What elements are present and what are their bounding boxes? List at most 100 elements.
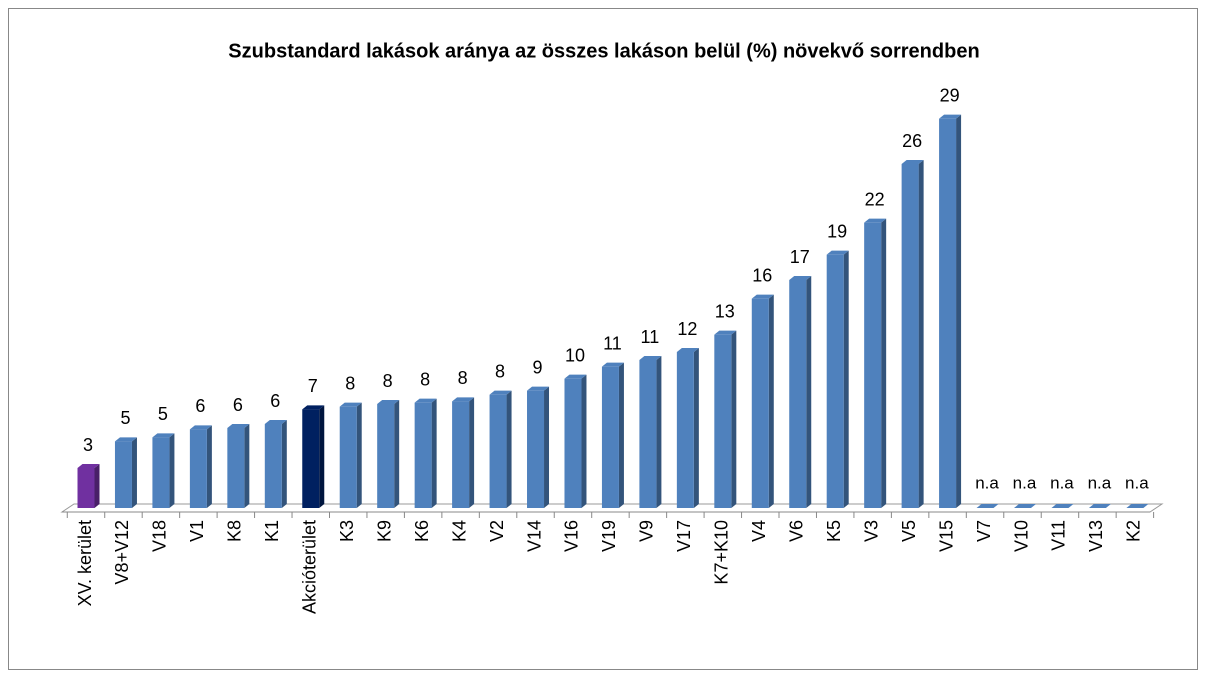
x-tick-label: V2 (487, 520, 507, 542)
bar (377, 400, 400, 508)
bar-side (656, 356, 662, 508)
bar-front (377, 404, 395, 508)
value-label: 12 (677, 319, 697, 339)
x-tick-label: V11 (1049, 520, 1069, 551)
bar (339, 402, 362, 508)
chart-border (8, 8, 1198, 670)
value-label: 5 (120, 408, 130, 428)
bar-top (339, 402, 362, 407)
value-label: 8 (495, 361, 505, 381)
bar (414, 398, 437, 508)
bar-top (264, 420, 287, 424)
value-label: 6 (270, 391, 280, 411)
x-tick-label: V14 (524, 520, 544, 552)
value-label: 8 (345, 373, 355, 393)
x-tick-label: K4 (449, 520, 469, 542)
bar-front (527, 390, 545, 508)
bar-side (506, 390, 512, 508)
bar-side (618, 362, 624, 508)
bar (601, 362, 624, 508)
bar-top (114, 437, 137, 442)
empty-bar (1014, 504, 1036, 508)
x-tick-label: K2 (1124, 520, 1144, 542)
bar (714, 330, 737, 508)
bar-side (94, 464, 100, 508)
x-tick-label: V15 (936, 520, 956, 552)
bar (751, 294, 774, 508)
bar (489, 390, 512, 508)
bar-side (768, 294, 774, 508)
bar-front (564, 378, 582, 508)
bar-front (302, 409, 320, 508)
value-label: 29 (940, 85, 960, 105)
bar-top (302, 405, 325, 410)
value-label: 26 (902, 131, 922, 151)
bar-top (452, 397, 475, 402)
x-tick-label: V6 (786, 520, 806, 542)
bar-top (564, 374, 587, 379)
bar-side (956, 114, 962, 509)
bar-front (901, 164, 919, 508)
bar-top (864, 218, 887, 223)
value-label: 10 (565, 345, 585, 365)
value-label: 11 (603, 333, 622, 353)
value-label: 6 (233, 395, 243, 415)
x-tick-label: V9 (637, 520, 657, 542)
bar-top (377, 400, 400, 404)
x-tick-label: V10 (1011, 520, 1031, 552)
x-tick-label: V17 (674, 520, 694, 552)
x-tick-label: K6 (412, 520, 432, 542)
x-tick-label: V7 (974, 520, 994, 542)
bar-top (601, 362, 624, 367)
value-label: 8 (383, 371, 393, 391)
value-label: 19 (827, 221, 847, 241)
value-label: n.a (1013, 473, 1037, 492)
value-label: 7 (308, 376, 318, 396)
x-tick-label: XV. kerület (75, 520, 95, 606)
bar-side (394, 400, 400, 508)
bar (302, 405, 325, 508)
bar-side (581, 374, 587, 508)
bar-front (789, 280, 807, 508)
bar-side (693, 348, 699, 508)
bar (452, 397, 475, 508)
x-tick-label: V16 (562, 520, 582, 552)
x-tick-label: V1 (187, 520, 207, 542)
bar-front (152, 437, 170, 508)
bar-front (339, 406, 357, 508)
bar-side (731, 330, 737, 508)
bar-side (806, 276, 812, 508)
bar-side (281, 420, 287, 508)
x-tick-label: V3 (861, 520, 881, 542)
empty-bar (976, 504, 999, 508)
value-label: n.a (975, 473, 999, 492)
bar-top (714, 330, 737, 335)
bar-top (227, 424, 250, 428)
bar-side (356, 402, 362, 508)
value-label: 13 (715, 301, 735, 321)
x-tick-label: K1 (262, 520, 282, 542)
empty-bar (1088, 504, 1111, 508)
bar (527, 386, 550, 508)
bar (676, 348, 699, 508)
bar-top (901, 160, 924, 164)
bar (114, 437, 137, 508)
bar (264, 420, 287, 508)
bar-side (544, 386, 550, 508)
bar-front (826, 254, 844, 508)
x-tick-label: V4 (749, 520, 769, 542)
bar-front (264, 424, 282, 508)
x-tick-label: K3 (337, 520, 357, 542)
bar-side (881, 218, 887, 508)
bar-side (131, 437, 137, 508)
bar-top (676, 348, 699, 352)
x-tick-label: K7+K10 (712, 520, 732, 585)
value-label: 17 (790, 247, 810, 267)
x-tick-label: Akcióterület (300, 520, 320, 614)
value-label: 22 (865, 189, 885, 209)
bar (901, 160, 924, 508)
bar-top (939, 114, 962, 119)
bar-side (431, 398, 437, 508)
value-label: 8 (458, 368, 468, 388)
